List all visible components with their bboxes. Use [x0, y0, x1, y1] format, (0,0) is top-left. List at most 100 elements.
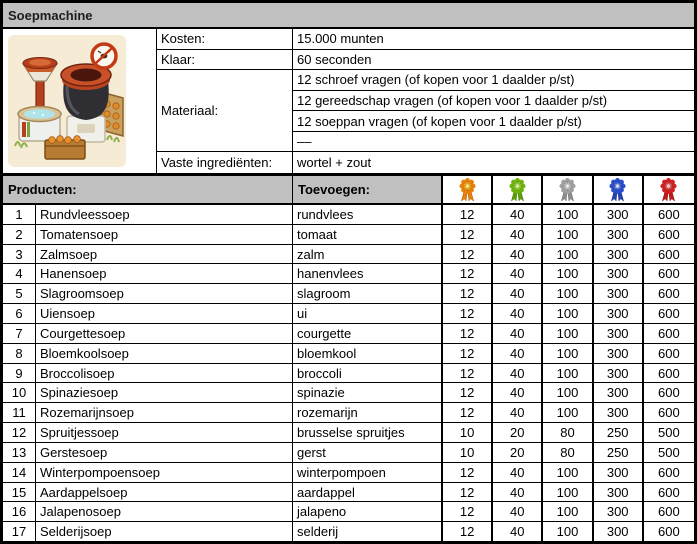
medal-value: 100 — [543, 244, 594, 264]
product-name: Gerstesoep — [36, 442, 293, 462]
medal-value: 100 — [543, 383, 594, 403]
product-number: 6 — [3, 304, 36, 323]
table-row: 15 Aardappelsoep aardappel 12 40 100 300… — [3, 482, 694, 503]
table-row: 9 Broccolisoep broccoli 12 40 100 300 60… — [3, 363, 694, 384]
medal-value: 40 — [493, 482, 544, 502]
product-number: 13 — [3, 442, 36, 462]
vaste-ingredienten-value: wortel + zout — [297, 155, 372, 171]
product-name: Uiensoep — [36, 304, 293, 323]
medal-value: 100 — [543, 462, 594, 482]
medal-value: 40 — [493, 264, 544, 284]
materiaal-value-2: 12 gereedschap vragen (of kopen voor 1 d… — [293, 91, 694, 112]
medal-value: 300 — [594, 522, 644, 542]
kosten-label: Kosten: — [157, 29, 293, 50]
page-title: Soepmachine — [8, 7, 93, 23]
product-name: Tomatensoep — [36, 224, 293, 244]
medal-value: 12 — [443, 462, 494, 482]
medal-value: 100 — [543, 482, 594, 502]
product-number: 3 — [3, 244, 36, 264]
product-name: Rundvleessoep — [36, 205, 293, 224]
table-row: 6 Uiensoep ui 12 40 100 300 600 — [3, 304, 694, 324]
medal-value: 600 — [658, 306, 680, 322]
medal-value: 100 — [543, 343, 594, 363]
medal-value: 40 — [493, 343, 544, 363]
product-ingredient: gerst — [293, 442, 443, 462]
medal-value: 100 — [543, 264, 594, 284]
table-row: 17 Selderijsoep selderij 12 40 100 300 6… — [3, 522, 694, 542]
table-row: 3 Zalmsoep zalm 12 40 100 300 600 — [3, 244, 694, 265]
table-row: 16 Jalapenosoep jalapeno 12 40 100 300 6… — [3, 502, 694, 523]
medal-value: 300 — [594, 502, 644, 522]
medal-value: 300 — [594, 304, 644, 323]
medal-value: 300 — [594, 482, 644, 502]
soepmachine-image — [8, 34, 126, 167]
medal-value: 12 — [443, 264, 494, 284]
medal-value: 80 — [543, 423, 594, 442]
medal-value: 12 — [443, 224, 494, 244]
medal-value: 100 — [543, 522, 594, 542]
toevoegen-header: Toevoegen: — [293, 176, 443, 203]
product-ingredient: rundvlees — [293, 205, 443, 224]
product-ingredient: broccoli — [293, 363, 443, 383]
medal-value: 600 — [658, 405, 680, 421]
table-row: 11 Rozemarijnsoep rozemarijn 12 40 100 3… — [3, 403, 694, 424]
medal-value: 250 — [594, 442, 644, 462]
medal-value: 300 — [594, 224, 644, 244]
product-number: 4 — [3, 264, 36, 284]
medal-value: 100 — [543, 224, 594, 244]
medal-value: 40 — [493, 244, 544, 264]
medal-value: 12 — [443, 403, 494, 423]
product-ingredient: bloemkool — [293, 343, 443, 363]
materiaal-label: Materiaal: — [157, 70, 293, 153]
product-ingredient: zalm — [293, 244, 443, 264]
product-name: Jalapenosoep — [36, 502, 293, 522]
medal-value: 40 — [493, 205, 544, 224]
product-ingredient: selderij — [293, 522, 443, 542]
product-number: 15 — [3, 482, 36, 502]
medal-value: 250 — [594, 423, 644, 442]
table-row: 14 Winterpompoensoep winterpompoen 12 40… — [3, 462, 694, 483]
product-ingredient: ui — [293, 304, 443, 323]
product-ingredient: tomaat — [293, 224, 443, 244]
medal-value: 600 — [658, 266, 680, 282]
medal-column-blue — [593, 176, 644, 203]
product-number: 12 — [3, 423, 36, 442]
table-row: 10 Spinaziesoep spinazie 12 40 100 300 6… — [3, 383, 694, 404]
medal-value: 40 — [493, 502, 544, 522]
medal-value: 12 — [443, 284, 494, 304]
medal-column-silver — [543, 176, 594, 203]
table-row: 2 Tomatensoep tomaat 12 40 100 300 600 — [3, 224, 694, 245]
product-number: 1 — [3, 205, 36, 224]
klaar-label: Klaar: — [157, 49, 293, 71]
product-ingredient: slagroom — [293, 284, 443, 304]
medal-value: 12 — [443, 343, 494, 363]
medal-value: 40 — [493, 522, 544, 542]
medal-value: 300 — [594, 383, 644, 403]
product-number: 9 — [3, 363, 36, 383]
product-ingredient: winterpompoen — [293, 462, 443, 482]
table-row: 5 Slagroomsoep slagroom 12 40 100 300 60… — [3, 284, 694, 305]
medal-value: 600 — [658, 286, 680, 302]
medal-value: 300 — [594, 462, 644, 482]
table-row: 12 Spruitjessoep brusselse spruitjes 10 … — [3, 423, 694, 443]
medal-value: 80 — [543, 442, 594, 462]
product-number: 11 — [3, 403, 36, 423]
product-ingredient: hanenvlees — [293, 264, 443, 284]
kosten-value: 15.000 munten — [293, 29, 694, 50]
medal-value: 12 — [443, 363, 494, 383]
machine-image-cell — [3, 29, 157, 173]
medal-value: 40 — [493, 224, 544, 244]
product-name: Rozemarijnsoep — [36, 403, 293, 423]
medal-value: 20 — [493, 423, 544, 442]
products-header-row: Producten: Toevoegen: — [3, 176, 694, 205]
silver-rosette-icon — [558, 177, 577, 202]
medal-column-green — [493, 176, 544, 203]
product-name: Broccolisoep — [36, 363, 293, 383]
table-row: 4 Hanensoep hanenvlees 12 40 100 300 600 — [3, 264, 694, 285]
product-name: Winterpompoensoep — [36, 462, 293, 482]
product-number: 5 — [3, 284, 36, 304]
medal-value: 100 — [543, 284, 594, 304]
product-ingredient: courgette — [293, 323, 443, 343]
product-ingredient: brusselse spruitjes — [293, 423, 443, 442]
product-name: Selderijsoep — [36, 522, 293, 542]
